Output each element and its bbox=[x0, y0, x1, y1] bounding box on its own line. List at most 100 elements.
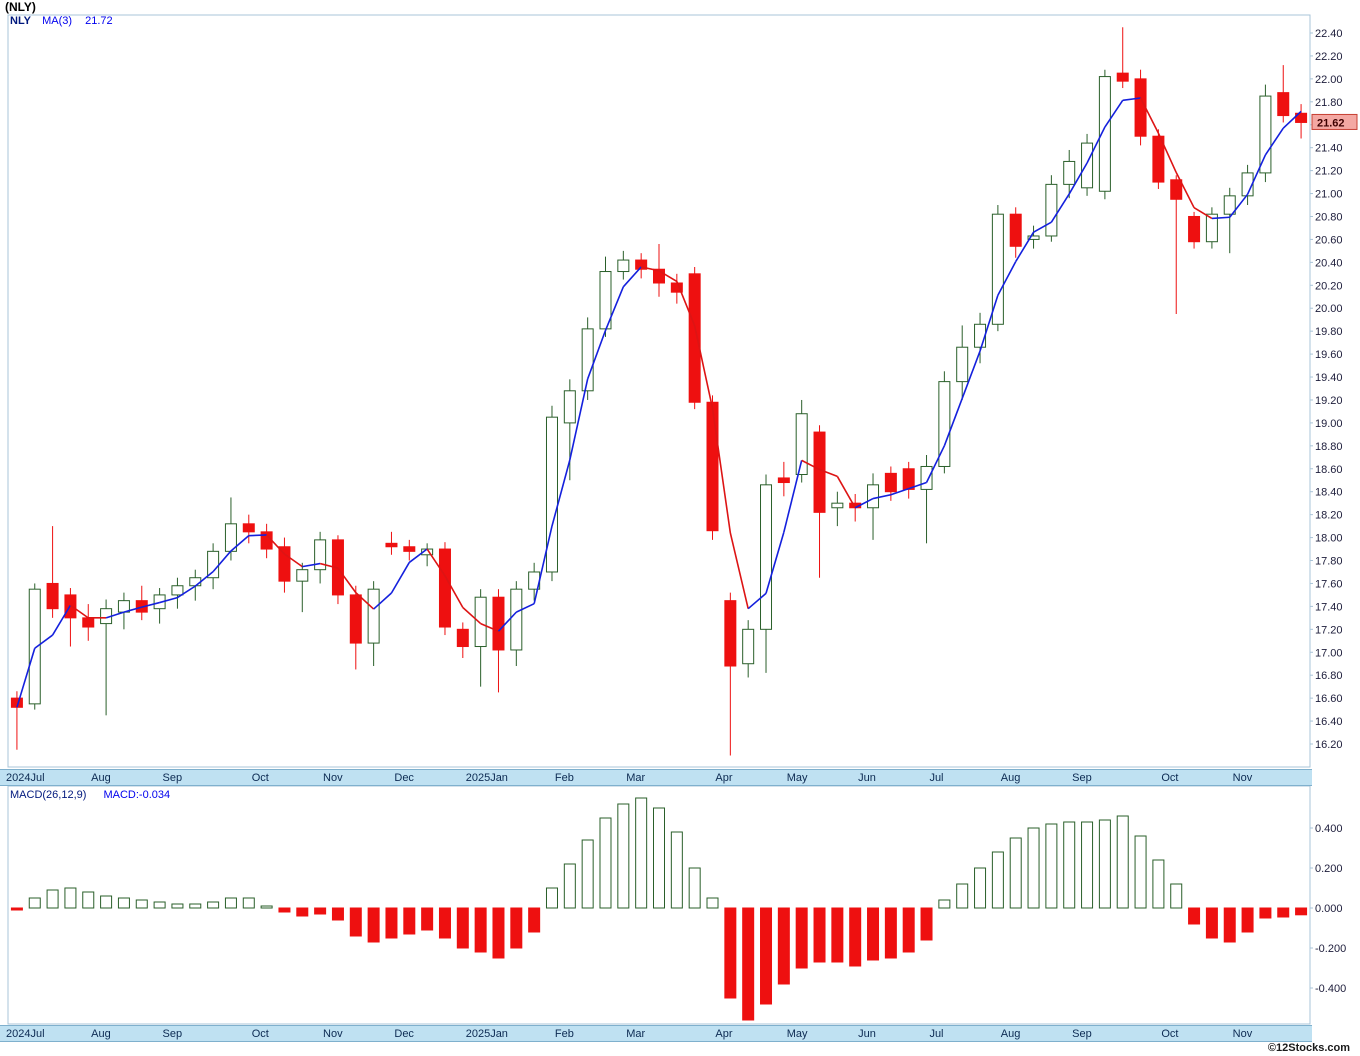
macd-bar-positive bbox=[1009, 837, 1022, 909]
candle-body bbox=[974, 323, 987, 348]
x-axis-month-label: Jun bbox=[858, 1028, 876, 1040]
macd-bar-negative bbox=[1205, 907, 1218, 939]
ma-line-segment bbox=[248, 534, 267, 537]
x-axis-month-label: Mar bbox=[626, 1028, 646, 1040]
macd-bar-negative bbox=[367, 907, 380, 943]
candle-body bbox=[242, 523, 255, 533]
price-tick-label: 17.60 bbox=[1315, 578, 1343, 590]
candle-body bbox=[1081, 142, 1094, 189]
x-axis-month-label: 2025Jan bbox=[465, 1028, 508, 1040]
ma-line-segment bbox=[658, 270, 678, 283]
price-tick-label: 17.00 bbox=[1315, 647, 1343, 659]
macd-bar-negative bbox=[1277, 907, 1290, 918]
price-tick-label: 22.00 bbox=[1315, 74, 1343, 86]
macd-bar-negative bbox=[385, 907, 398, 939]
macd-bar-negative bbox=[456, 907, 469, 949]
ma-line-segment bbox=[230, 535, 250, 552]
ma-line-segment bbox=[1193, 207, 1213, 220]
macd-bar-positive bbox=[189, 903, 202, 909]
candle-body bbox=[545, 416, 558, 573]
macd-bar-positive bbox=[1045, 823, 1058, 909]
macd-bar-positive bbox=[545, 887, 558, 909]
candle-body bbox=[189, 577, 202, 587]
macd-bar-negative bbox=[296, 907, 309, 917]
ma-line-segment bbox=[1175, 172, 1195, 209]
x-axis-month-label: Aug bbox=[91, 772, 111, 784]
macd-bar-positive bbox=[706, 897, 719, 909]
x-axis-month-label: 2024Jul bbox=[6, 772, 45, 784]
x-axis-month-label: 2025Jan bbox=[465, 772, 508, 784]
ma-line-segment bbox=[69, 604, 89, 619]
candle-body bbox=[938, 381, 951, 467]
ma-line-segment bbox=[925, 445, 946, 483]
x-axis-month-label: Jun bbox=[858, 772, 876, 784]
candle-body bbox=[46, 582, 59, 610]
x-axis-month-label: Oct bbox=[251, 1028, 269, 1040]
price-tick-label: 21.20 bbox=[1315, 166, 1343, 178]
candle-body bbox=[474, 596, 487, 648]
price-tick-label: 21.80 bbox=[1315, 97, 1343, 109]
candle-body bbox=[1170, 179, 1183, 200]
macd-tick-label: 0.000 bbox=[1315, 903, 1343, 915]
ma-line-segment bbox=[123, 606, 142, 613]
price-tick-label: 19.00 bbox=[1315, 418, 1343, 430]
x-axis-month-label: Apr bbox=[715, 1028, 733, 1040]
macd-bar-positive bbox=[563, 863, 576, 909]
candle-body bbox=[795, 413, 808, 476]
candle-body bbox=[867, 484, 880, 509]
macd-tick-label: 0.200 bbox=[1315, 863, 1343, 875]
price-tick-label: 18.80 bbox=[1315, 441, 1343, 453]
macd-params-label: MACD(26,12,9) bbox=[10, 789, 87, 801]
macd-bar-negative bbox=[760, 907, 773, 1005]
price-tick-label: 22.40 bbox=[1315, 28, 1343, 40]
macd-bar-negative bbox=[777, 907, 790, 985]
macd-bar-positive bbox=[1098, 819, 1111, 909]
price-tick-label: 20.00 bbox=[1315, 303, 1343, 315]
ma-line-segment bbox=[854, 497, 874, 509]
candle-body bbox=[1009, 213, 1022, 247]
macd-bar-positive bbox=[688, 867, 701, 909]
candle-body bbox=[510, 588, 523, 651]
macd-bar-negative bbox=[421, 907, 434, 931]
ma-line-segment bbox=[390, 562, 410, 594]
candle-body bbox=[724, 600, 737, 667]
price-tick-label: 20.60 bbox=[1315, 234, 1343, 246]
macd-bar-negative bbox=[1223, 907, 1236, 943]
x-axis-month-label: Oct bbox=[1161, 1028, 1179, 1040]
macd-bar-negative bbox=[867, 907, 880, 961]
price-tick-label: 16.40 bbox=[1315, 716, 1343, 728]
macd-bar-positive bbox=[1152, 859, 1165, 909]
ma-line-segment bbox=[337, 567, 357, 594]
ma-line-segment bbox=[177, 585, 196, 599]
x-axis-month-label: Oct bbox=[1161, 772, 1179, 784]
price-tick-label: 18.60 bbox=[1315, 464, 1343, 476]
macd-bar-negative bbox=[331, 907, 344, 921]
ma-line-segment bbox=[801, 459, 820, 471]
ma-label: MA(3) bbox=[42, 15, 73, 27]
ma-line-segment bbox=[676, 281, 696, 327]
macd-bar-positive bbox=[46, 889, 59, 909]
candle-body bbox=[1295, 112, 1308, 123]
ma-line-segment bbox=[1068, 162, 1088, 195]
candle-body bbox=[581, 328, 594, 392]
macd-bar-positive bbox=[974, 867, 987, 909]
macd-bar-negative bbox=[920, 907, 933, 941]
candle-body bbox=[813, 431, 826, 513]
macd-bar-negative bbox=[349, 907, 362, 937]
x-axis-month-label: Feb bbox=[554, 772, 574, 784]
ma-line-segment bbox=[105, 611, 125, 619]
macd-bar-positive bbox=[1063, 821, 1076, 909]
ma-line-segment bbox=[533, 525, 553, 604]
ma-line-segment bbox=[1050, 193, 1070, 223]
price-tick-label: 17.80 bbox=[1315, 556, 1343, 568]
macd-bar-negative bbox=[1259, 907, 1272, 919]
ma-line-segment bbox=[908, 481, 927, 490]
price-tick-label: 20.40 bbox=[1315, 257, 1343, 269]
candle-body bbox=[456, 628, 469, 648]
candle-body bbox=[385, 542, 398, 548]
macd-histogram-chart: 0.400 0.200 0.000 -0.200 -0.400 bbox=[7, 786, 1346, 1025]
x-axis-month-label: Dec bbox=[394, 1028, 414, 1040]
macd-bar-positive bbox=[224, 897, 237, 909]
ma-line-segment bbox=[355, 592, 375, 610]
